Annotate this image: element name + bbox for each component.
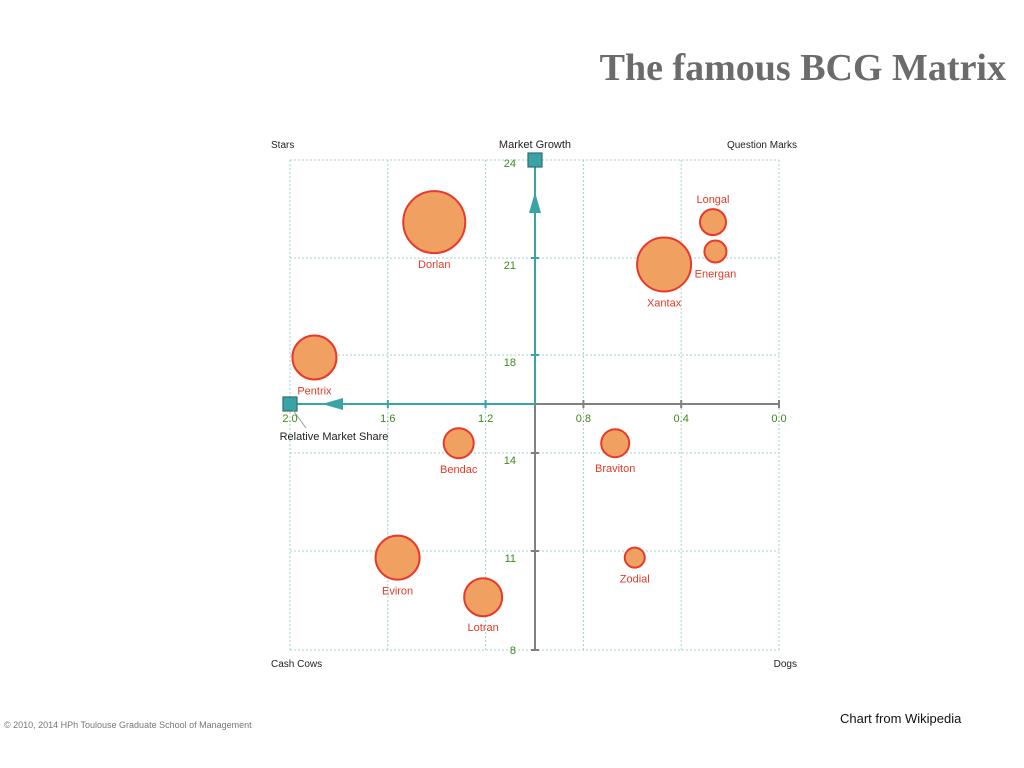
quadrant-label-dogs: Dogs	[774, 659, 797, 670]
y-tick-label: 21	[504, 260, 516, 272]
bubble-label-dorlan: Dorlan	[418, 259, 450, 271]
bubble-xantax	[636, 236, 693, 293]
bubble-label-energan: Energan	[695, 268, 737, 280]
bubble-label-longal: Longal	[696, 194, 729, 206]
x-tick-label: 1.2	[478, 413, 493, 425]
bubble-label-bendac: Bendac	[440, 464, 478, 476]
quadrant-label-question-marks: Question Marks	[727, 140, 797, 151]
slide-title: The famous BCG Matrix	[599, 47, 1006, 89]
bubble-eviron	[374, 534, 421, 581]
bubble-longal	[698, 208, 727, 237]
bubbles: Dorlan Xantax Longal Energan Pentrix Bendac Br…	[291, 190, 737, 634]
y-tick-label: 8	[510, 645, 516, 657]
y-tick-label: 11	[505, 553, 516, 565]
x-tick-label: 2.0	[282, 413, 297, 425]
bubble-pentrix	[291, 334, 338, 381]
bubble-braviton	[600, 428, 631, 459]
bubble-label-eviron: Eviron	[382, 586, 413, 598]
bubble-label-zodial: Zodial	[620, 574, 650, 586]
bubble-dorlan	[402, 190, 467, 255]
quadrant-label-stars: Stars	[271, 140, 294, 151]
bubble-label-pentrix: Pentrix	[297, 385, 332, 397]
x-tick-label: 0.0	[771, 413, 786, 425]
y-tick-label: 14	[504, 455, 516, 467]
x-tick-label: 1.6	[380, 413, 395, 425]
bubble-label-xantax: Xantax	[647, 297, 682, 309]
bubble-bendac	[442, 427, 475, 460]
y-tick-label: 18	[504, 357, 516, 369]
bubble-energan	[703, 239, 728, 264]
bubble-label-lotran: Lotran	[468, 622, 499, 634]
x-axis-arrow	[322, 398, 343, 410]
copyright-footer: © 2010, 2014 HPh Toulouse Graduate Schoo…	[4, 720, 252, 730]
bubble-label-braviton: Braviton	[595, 463, 635, 475]
x-tick-label: 0.4	[674, 413, 689, 425]
y-tick-label: 24	[504, 158, 516, 170]
bubble-zodial	[623, 546, 646, 569]
quadrant-label-cash-cows: Cash Cows	[271, 659, 322, 670]
y-axis-arrow	[529, 192, 541, 213]
y-axis-handle	[527, 152, 543, 168]
x-axis-title-leader	[292, 409, 307, 429]
y-axis-title: Market Growth	[499, 139, 571, 151]
x-axis-title: Relative Market Share	[280, 431, 389, 443]
axes: 2.0 1.6 1.2 0.8 0.4 0.0 24 21 18 14 11 8	[282, 152, 787, 657]
x-axis-handle	[282, 396, 298, 412]
x-tick-label: 0.8	[576, 413, 591, 425]
source-credit: Chart from Wikipedia	[840, 711, 962, 726]
bubble-lotran	[463, 577, 504, 618]
